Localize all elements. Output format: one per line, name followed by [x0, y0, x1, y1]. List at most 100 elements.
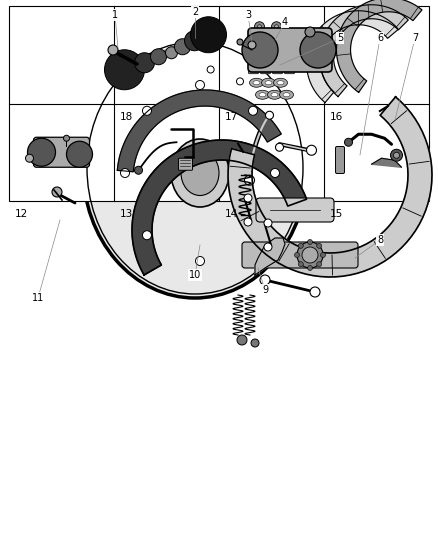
Text: 4: 4	[281, 17, 287, 27]
Text: 15: 15	[329, 209, 343, 219]
FancyBboxPatch shape	[241, 242, 357, 268]
Polygon shape	[319, 5, 407, 96]
Text: 14: 14	[225, 209, 238, 219]
Circle shape	[275, 143, 283, 151]
Polygon shape	[132, 140, 306, 275]
FancyBboxPatch shape	[178, 158, 192, 170]
Circle shape	[150, 49, 166, 64]
Text: 12: 12	[15, 209, 28, 219]
Circle shape	[247, 41, 255, 49]
Circle shape	[241, 32, 277, 68]
Circle shape	[294, 253, 299, 257]
Circle shape	[263, 219, 272, 227]
Ellipse shape	[283, 93, 290, 97]
Circle shape	[298, 262, 303, 266]
Circle shape	[309, 287, 319, 297]
Ellipse shape	[258, 93, 265, 97]
Ellipse shape	[270, 93, 277, 97]
Circle shape	[134, 53, 154, 72]
Circle shape	[257, 25, 261, 29]
Circle shape	[244, 194, 251, 202]
FancyBboxPatch shape	[255, 198, 333, 222]
Circle shape	[271, 22, 281, 32]
Text: 13: 13	[120, 209, 133, 219]
Ellipse shape	[249, 78, 263, 87]
Polygon shape	[117, 90, 281, 172]
Ellipse shape	[171, 139, 229, 207]
Text: 10: 10	[188, 270, 201, 280]
Ellipse shape	[252, 81, 259, 85]
FancyBboxPatch shape	[272, 62, 282, 74]
Polygon shape	[336, 0, 421, 92]
Circle shape	[307, 239, 312, 245]
Circle shape	[142, 106, 151, 115]
Ellipse shape	[273, 78, 287, 87]
Circle shape	[195, 80, 204, 90]
Circle shape	[28, 138, 55, 166]
Circle shape	[297, 242, 322, 268]
Circle shape	[254, 22, 264, 32]
Circle shape	[184, 31, 204, 51]
Circle shape	[392, 152, 399, 158]
Circle shape	[344, 138, 352, 146]
FancyBboxPatch shape	[248, 62, 258, 74]
Ellipse shape	[267, 90, 281, 99]
Text: 3: 3	[244, 10, 251, 20]
Circle shape	[272, 32, 282, 42]
Circle shape	[165, 47, 177, 59]
Ellipse shape	[276, 81, 283, 85]
Polygon shape	[371, 158, 401, 167]
Circle shape	[248, 32, 258, 42]
Circle shape	[108, 45, 118, 55]
Circle shape	[244, 218, 251, 226]
Ellipse shape	[265, 81, 272, 85]
Text: 7: 7	[411, 33, 417, 43]
Ellipse shape	[261, 78, 275, 87]
Text: 2: 2	[191, 7, 198, 17]
Circle shape	[301, 247, 317, 263]
Circle shape	[270, 168, 279, 177]
Text: 18: 18	[120, 111, 133, 122]
FancyBboxPatch shape	[260, 62, 270, 74]
Circle shape	[307, 265, 312, 271]
Circle shape	[66, 141, 92, 167]
Circle shape	[299, 32, 335, 68]
FancyBboxPatch shape	[335, 147, 344, 174]
Circle shape	[207, 66, 214, 73]
Circle shape	[316, 243, 321, 248]
Text: 8: 8	[376, 235, 382, 245]
Ellipse shape	[83, 38, 306, 298]
Circle shape	[316, 262, 321, 266]
Ellipse shape	[255, 90, 269, 99]
Circle shape	[237, 39, 243, 45]
Circle shape	[120, 168, 129, 177]
FancyBboxPatch shape	[247, 28, 331, 72]
Circle shape	[134, 166, 142, 174]
Circle shape	[244, 175, 254, 185]
Circle shape	[190, 17, 226, 53]
Circle shape	[52, 187, 62, 197]
Circle shape	[260, 32, 270, 42]
Circle shape	[320, 253, 325, 257]
Text: 1: 1	[112, 10, 118, 20]
FancyBboxPatch shape	[33, 138, 89, 167]
Polygon shape	[306, 11, 397, 102]
Circle shape	[25, 154, 33, 162]
Circle shape	[248, 231, 257, 240]
Ellipse shape	[279, 90, 293, 99]
Circle shape	[274, 25, 278, 29]
Circle shape	[248, 106, 257, 115]
Circle shape	[236, 78, 243, 85]
Text: 11: 11	[32, 293, 44, 303]
Circle shape	[265, 111, 273, 119]
Circle shape	[195, 256, 204, 265]
Circle shape	[304, 27, 314, 37]
Text: 17: 17	[225, 111, 238, 122]
Bar	[9, 6, 428, 201]
Ellipse shape	[180, 150, 219, 196]
Text: 9: 9	[261, 285, 268, 295]
Text: 16: 16	[329, 111, 343, 122]
Polygon shape	[227, 97, 431, 277]
Polygon shape	[254, 238, 284, 275]
Circle shape	[251, 339, 258, 347]
